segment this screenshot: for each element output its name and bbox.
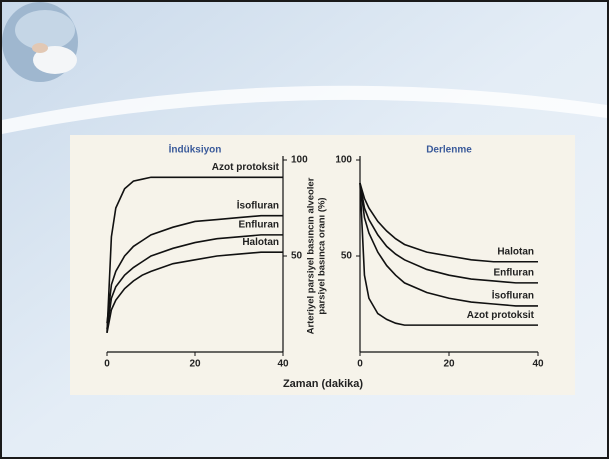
y-axis-label: Arteriyel parsiyel basıncın alveoler bbox=[306, 177, 317, 334]
chart-title: Derlenme bbox=[426, 145, 472, 156]
surgeon-image bbox=[2, 2, 78, 82]
series-label: Azot protoksit bbox=[467, 310, 535, 321]
series-label: Azot protoksit bbox=[212, 162, 280, 173]
y-tick-label: 50 bbox=[291, 251, 303, 262]
series-label: Halotan bbox=[242, 237, 279, 248]
x-tick-label: 40 bbox=[532, 359, 544, 370]
y-tick-label: 50 bbox=[341, 251, 353, 262]
series-label: Enfluran bbox=[238, 220, 279, 231]
y-tick-label: 100 bbox=[291, 155, 308, 166]
x-tick-label: 40 bbox=[277, 359, 289, 370]
series-label: İsofluran bbox=[237, 198, 279, 211]
x-tick-label: 20 bbox=[443, 359, 455, 370]
x-axis-label: Zaman (dakika) bbox=[283, 378, 363, 390]
x-tick-label: 0 bbox=[104, 359, 110, 370]
series-label: Enfluran bbox=[493, 268, 534, 279]
series-label: Halotan bbox=[497, 246, 534, 257]
chart-title: İndüksiyon bbox=[169, 143, 222, 156]
x-tick-label: 0 bbox=[357, 359, 363, 370]
series-label: İsofluran bbox=[492, 289, 534, 302]
y-tick-label: 100 bbox=[335, 155, 352, 166]
y-axis-label: parsiyel basınca oranı (%) bbox=[317, 197, 328, 314]
x-tick-label: 20 bbox=[189, 359, 201, 370]
slide: Zaman (dakika) Arteriyel parsiyel basınc… bbox=[0, 0, 609, 459]
